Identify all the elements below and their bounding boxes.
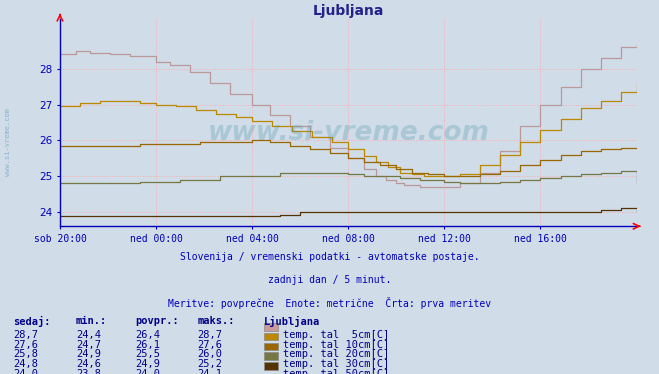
Text: sedaj:: sedaj:	[13, 316, 51, 327]
Text: temp. tal 10cm[C]: temp. tal 10cm[C]	[283, 340, 389, 350]
Text: 25,8: 25,8	[13, 349, 38, 359]
Text: maks.:: maks.:	[198, 316, 235, 326]
Text: temp. tal 30cm[C]: temp. tal 30cm[C]	[283, 359, 389, 369]
Text: 24,0: 24,0	[135, 369, 160, 374]
Text: 25,2: 25,2	[198, 359, 223, 369]
Text: Meritve: povprečne  Enote: metrične  Črta: prva meritev: Meritve: povprečne Enote: metrične Črta:…	[168, 297, 491, 309]
Text: 24,0: 24,0	[13, 369, 38, 374]
Text: 27,6: 27,6	[13, 340, 38, 350]
Text: 28,7: 28,7	[198, 330, 223, 340]
Text: 26,1: 26,1	[135, 340, 160, 350]
Text: temp. tal 20cm[C]: temp. tal 20cm[C]	[283, 349, 389, 359]
Text: Ljubljana: Ljubljana	[264, 316, 320, 327]
Text: Slovenija / vremenski podatki - avtomatske postaje.: Slovenija / vremenski podatki - avtomats…	[180, 252, 479, 263]
Text: povpr.:: povpr.:	[135, 316, 179, 326]
Text: 25,5: 25,5	[135, 349, 160, 359]
Text: 26,0: 26,0	[198, 349, 223, 359]
Text: 24,4: 24,4	[76, 330, 101, 340]
Text: 24,7: 24,7	[76, 340, 101, 350]
Text: 23,8: 23,8	[76, 369, 101, 374]
Text: 24,9: 24,9	[76, 349, 101, 359]
Text: 27,6: 27,6	[198, 340, 223, 350]
Text: 24,6: 24,6	[76, 359, 101, 369]
Text: min.:: min.:	[76, 316, 107, 326]
Text: 24,9: 24,9	[135, 359, 160, 369]
Title: Ljubljana: Ljubljana	[312, 3, 384, 18]
Text: 24,8: 24,8	[13, 359, 38, 369]
Text: temp. tal  5cm[C]: temp. tal 5cm[C]	[283, 330, 389, 340]
Text: 24,1: 24,1	[198, 369, 223, 374]
Text: zadnji dan / 5 minut.: zadnji dan / 5 minut.	[268, 275, 391, 285]
Text: www.si-vreme.com: www.si-vreme.com	[5, 108, 11, 176]
Text: 26,4: 26,4	[135, 330, 160, 340]
Text: temp. tal 50cm[C]: temp. tal 50cm[C]	[283, 369, 389, 374]
Text: 28,7: 28,7	[13, 330, 38, 340]
Text: www.si-vreme.com: www.si-vreme.com	[208, 120, 489, 146]
